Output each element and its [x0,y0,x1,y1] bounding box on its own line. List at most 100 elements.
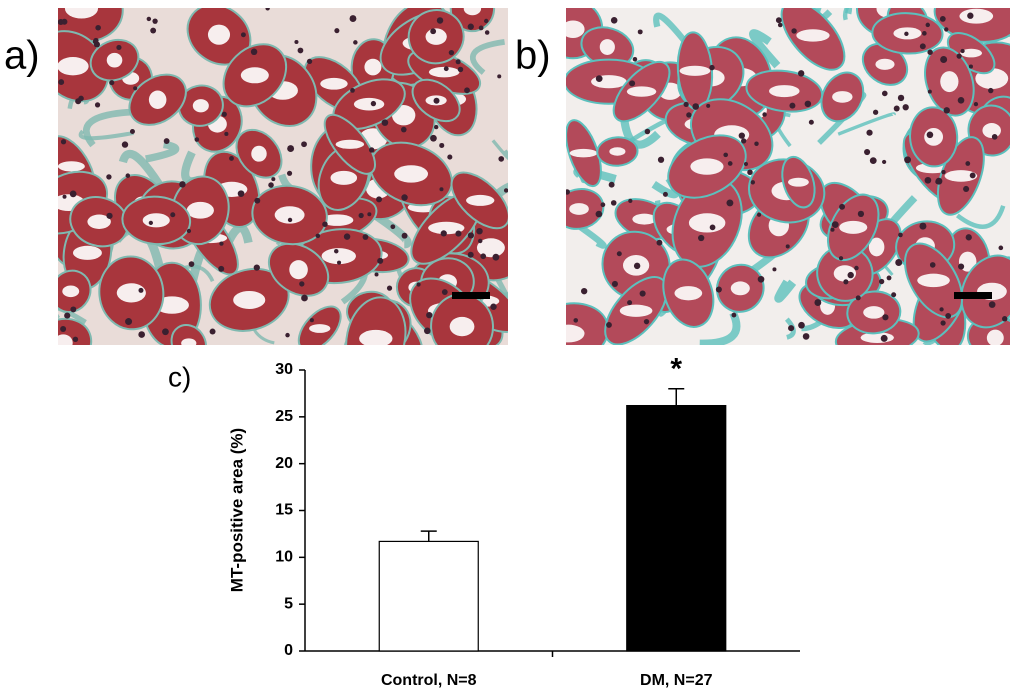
nucleus [831,221,839,229]
nucleus [253,264,260,271]
nucleus [401,194,408,201]
nucleus [864,148,871,156]
nucleus [240,32,246,38]
nucleus [857,210,865,218]
nucleus [376,196,383,203]
lumen [62,285,80,298]
nucleus [967,12,974,19]
nucleus [904,31,909,37]
nucleus [998,245,1004,251]
nucleus [709,224,716,231]
nucleus [610,16,618,24]
nucleus [608,181,615,188]
nucleus [797,70,805,77]
significance-mark: * [670,353,682,386]
lumen [609,147,626,156]
lumen [428,221,465,235]
lumen [240,67,269,84]
nucleus [386,285,393,291]
nucleus [855,295,861,301]
nucleus [956,53,962,59]
nucleus [611,280,618,287]
y-tick-label: 25 [275,408,293,425]
nucleus [777,22,783,28]
nucleus [285,332,290,338]
nucleus [430,28,437,35]
lumen [690,158,724,175]
nucleus [880,334,888,342]
lumen [58,334,73,345]
nucleus [433,97,440,104]
nucleus [309,318,314,323]
nucleus [945,313,952,319]
nucleus [436,17,444,24]
lumen [940,71,959,93]
nucleus [484,30,490,35]
nucleus [265,8,270,11]
nucleus [72,336,79,343]
panel-label: c) [168,361,191,392]
nucleus [381,119,389,126]
nucleus [447,154,453,160]
nucleus [686,112,692,118]
lumen [207,24,231,45]
lumen [73,245,102,260]
lumen [116,283,146,303]
nucleus [426,311,433,319]
lumen [674,286,703,301]
lumen [394,165,429,183]
nucleus [484,18,489,24]
nucleus [595,75,603,83]
nucleus [715,286,722,293]
nucleus [467,232,474,239]
nucleus [439,142,445,149]
nucleus [69,190,77,198]
y-tick-label: 10 [275,549,293,566]
lumen [832,91,853,103]
nucleus [464,87,470,94]
lumen [58,57,89,76]
nucleus [503,188,508,193]
nucleus [973,101,979,107]
lumen [309,324,331,333]
lumen [924,128,944,146]
nucleus [400,126,407,133]
nucleus [639,290,646,297]
nucleus [434,124,439,130]
nucleus [268,182,274,188]
nucleus [991,133,998,140]
nucleus [390,224,396,230]
nucleus [743,162,749,167]
nucleus [476,227,483,235]
nucleus [250,48,258,56]
nucleus [416,282,421,287]
nucleus [334,28,340,34]
nucleus [683,101,689,107]
nucleus [616,251,622,257]
nucleus [960,48,965,54]
lumen [839,220,868,234]
nucleus [963,185,970,193]
nucleus [847,271,854,279]
nucleus [441,289,448,295]
nucleus [358,212,364,219]
nucleus [286,170,293,176]
nucleus [872,109,879,115]
nucleus [60,325,67,332]
nucleus [439,187,444,192]
nucleus [194,137,200,142]
nucleus [287,145,295,153]
nucleus [162,328,169,336]
lumen [796,29,830,42]
nucleus [362,234,369,240]
nucleus [343,233,351,240]
nucleus [804,100,812,108]
nucleus [349,15,357,22]
nucleus [350,88,355,93]
nucleus [747,169,753,176]
nucleus [969,172,976,179]
nucleus [741,138,747,144]
lumen [274,206,305,224]
